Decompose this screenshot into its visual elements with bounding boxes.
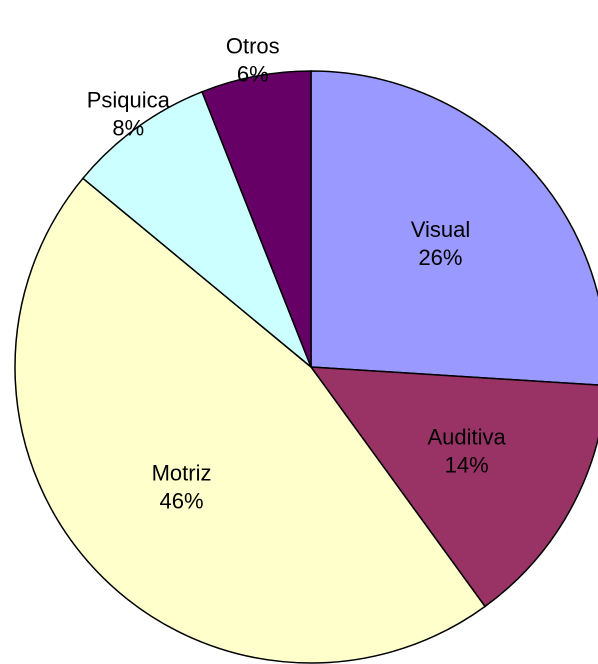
slice-label: Otros [226,34,280,59]
pie-slice [310,70,598,386]
value-label: 26% [418,245,462,270]
pie-slice [201,70,312,368]
value-label: 46% [160,488,204,513]
slice-label: Motriz [152,460,212,485]
slice-label: Auditiva [427,424,506,449]
value-label: 8% [112,115,144,140]
value-label: 6% [237,62,269,87]
pie-slice [81,90,312,368]
slice-label: Psiquica [87,87,171,112]
value-label: 14% [445,452,489,477]
pie-slice [309,366,598,608]
slice-label: Visual [411,217,471,242]
pie-slice [14,177,487,664]
